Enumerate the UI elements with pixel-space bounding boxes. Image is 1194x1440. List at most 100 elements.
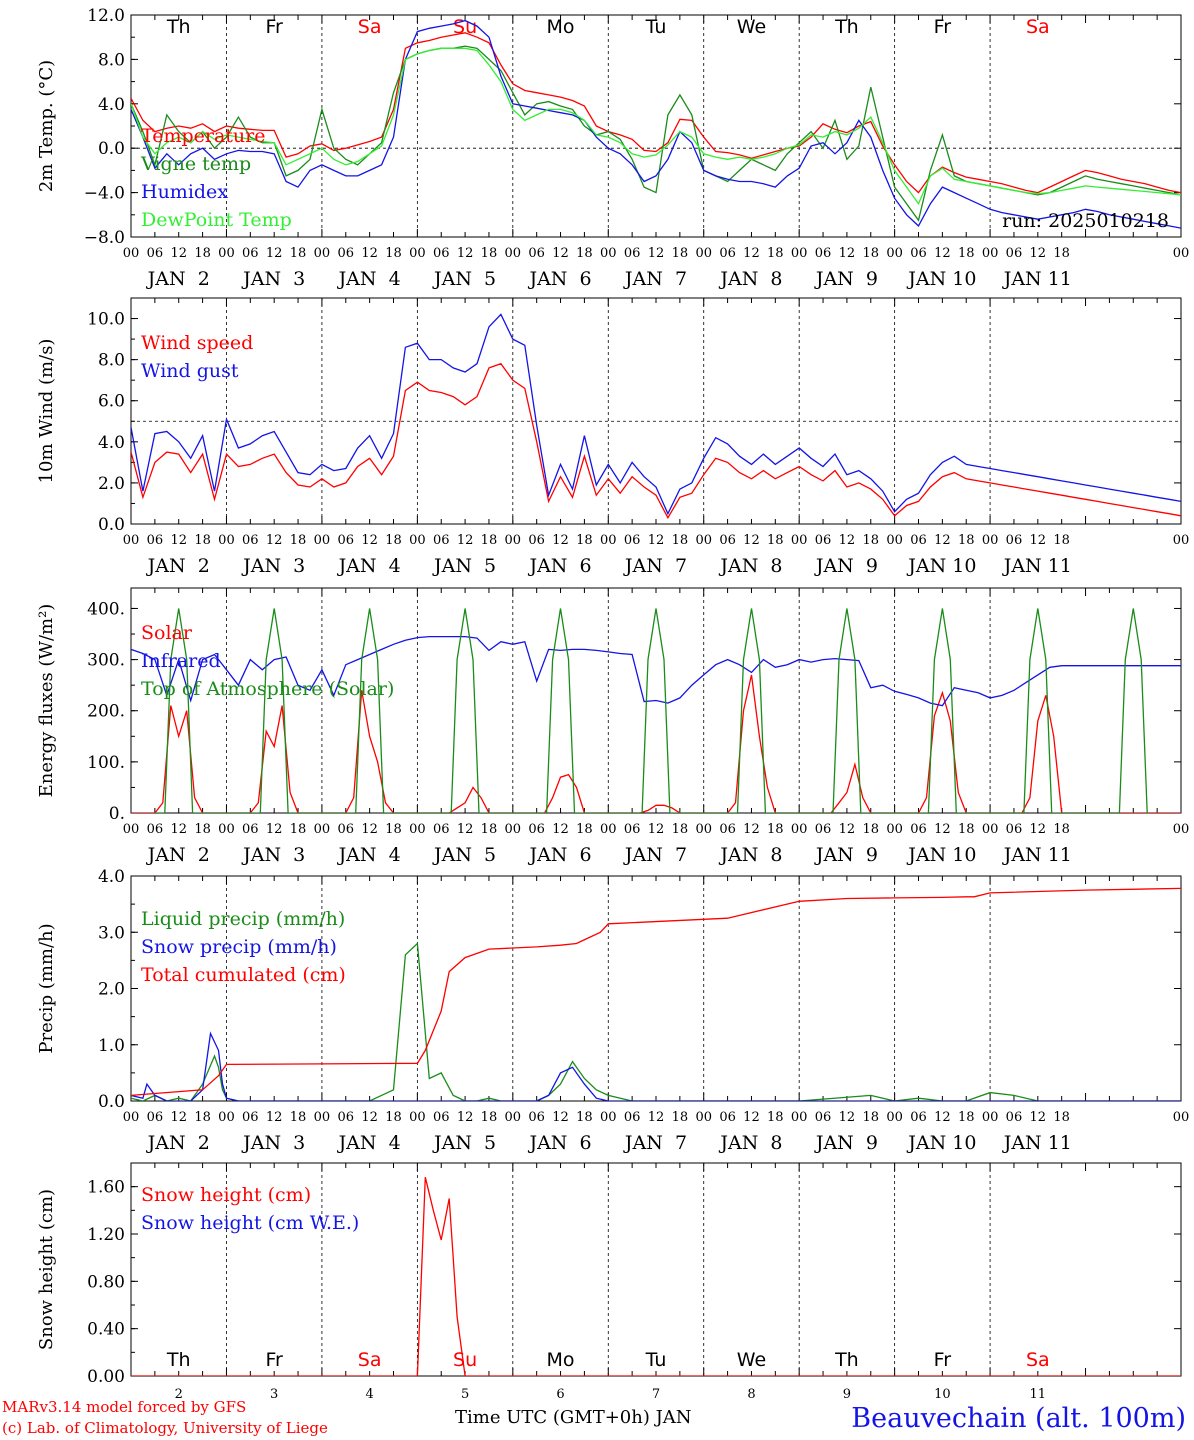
legend-entry: Infrared xyxy=(141,650,221,672)
date-label: JAN 3 xyxy=(241,555,305,577)
weekday-label: Sa xyxy=(1026,1349,1050,1371)
hour-label: 06 xyxy=(337,246,354,261)
hour-label: 12 xyxy=(170,822,187,837)
y-tick-label: 400. xyxy=(87,599,125,619)
series-line-temperature xyxy=(131,32,1181,194)
hour-label: 06 xyxy=(910,822,927,837)
hour-label: 00 xyxy=(505,533,522,548)
date-label: JAN 5 xyxy=(432,268,496,290)
date-label: JAN 8 xyxy=(718,1132,782,1154)
y-axis-label: 10m Wind (m/s) xyxy=(36,339,57,484)
hour-label: 12 xyxy=(361,1110,378,1125)
y-tick-label: 0.40 xyxy=(87,1320,125,1340)
hour-label: 12 xyxy=(552,246,569,261)
date-label: JAN 10 xyxy=(906,1132,976,1154)
hour-label: 12 xyxy=(170,246,187,261)
hour-label: 12 xyxy=(1030,822,1047,837)
date-label: JAN 6 xyxy=(527,844,591,866)
hour-label: 18 xyxy=(290,822,307,837)
station-label: Beauvechain (alt. 100m) xyxy=(851,1403,1186,1434)
hour-label: 00 xyxy=(600,1110,617,1125)
y-tick-label: 100. xyxy=(87,753,125,773)
date-label: JAN 8 xyxy=(718,268,782,290)
date-label: JAN 9 xyxy=(814,268,878,290)
date-label: JAN 7 xyxy=(623,268,687,290)
hour-label: 06 xyxy=(528,1110,545,1125)
hour-label: 18 xyxy=(1053,822,1070,837)
hour-label: 00 xyxy=(123,533,140,548)
hour-label: 00 xyxy=(791,533,808,548)
hour-label: 06 xyxy=(337,533,354,548)
date-label: JAN 11 xyxy=(1002,268,1072,290)
date-label: JAN 6 xyxy=(527,1132,591,1154)
hour-label: 18 xyxy=(194,822,211,837)
panel-4: 4.0 3.0 2.0 1.0 0.0 Precip (mm/h) 00 06 12 18 JAN … xyxy=(36,867,1189,1154)
hour-label: 06 xyxy=(624,1110,641,1125)
y-axis-label: Precip (mm/h) xyxy=(36,923,57,1053)
date-label: JAN 9 xyxy=(814,844,878,866)
y-tick-label: 0.80 xyxy=(87,1272,125,1292)
series-line-solar xyxy=(131,674,1181,813)
hour-label: 00 xyxy=(123,822,140,837)
y-tick-label: 0.00 xyxy=(87,1367,125,1387)
date-label: JAN 4 xyxy=(337,844,401,866)
day-number-label: 7 xyxy=(652,1387,660,1402)
hour-label: 18 xyxy=(194,533,211,548)
y-tick-label: 1.20 xyxy=(87,1225,125,1245)
y-tick-label: 0. xyxy=(109,804,125,824)
hour-label: 06 xyxy=(147,246,164,261)
hour-label: 00 xyxy=(600,533,617,548)
hour-label: 00 xyxy=(409,533,426,548)
hour-label: 00 xyxy=(314,246,331,261)
hour-label: 00 xyxy=(218,533,235,548)
weekday-label: Fr xyxy=(934,16,952,38)
legend-entry: Top of Atmosphere (Solar) xyxy=(141,678,394,700)
hour-label: 06 xyxy=(624,533,641,548)
hour-label: 18 xyxy=(958,246,975,261)
weekday-label: Fr xyxy=(266,1349,284,1371)
hour-label: 00 xyxy=(886,533,903,548)
run-annotation: run: 2025010218 xyxy=(1002,210,1169,232)
hour-label: 18 xyxy=(385,822,402,837)
hour-label: 00 xyxy=(791,1110,808,1125)
lab-credit: (c) Lab. of Climatology, University of L… xyxy=(2,1419,328,1437)
hour-label: 18 xyxy=(481,533,498,548)
weekday-label: Th xyxy=(834,1349,859,1371)
legend-entry: Vigne temp xyxy=(140,153,251,175)
hour-label: 00 xyxy=(695,246,712,261)
y-tick-label: 6.0 xyxy=(98,392,125,412)
date-label: JAN 8 xyxy=(718,555,782,577)
series-line-liquid-precip-mm-h- xyxy=(131,942,1181,1101)
day-number-label: 6 xyxy=(556,1387,564,1402)
hour-label: 06 xyxy=(719,1110,736,1125)
plot-frame xyxy=(130,297,1182,525)
weekday-label: Fr xyxy=(934,1349,952,1371)
day-number-label: 11 xyxy=(1030,1387,1047,1402)
date-label: JAN 2 xyxy=(146,268,210,290)
hour-label: 00 xyxy=(982,533,999,548)
hour-label: 12 xyxy=(648,1110,665,1125)
hour-label: 18 xyxy=(958,1110,975,1125)
hour-label: 06 xyxy=(815,246,832,261)
hour-label: 00 xyxy=(1173,533,1190,548)
weekday-label: Mo xyxy=(547,1349,575,1371)
hour-label: 00 xyxy=(409,1110,426,1125)
hour-label: 06 xyxy=(815,822,832,837)
date-label: JAN 2 xyxy=(146,844,210,866)
panel-5: 1.60 1.20 0.80 0.40 0.00 Snow height (cm) 2 3 4 5… xyxy=(36,1162,1182,1402)
legend-entry: Humidex xyxy=(141,181,228,203)
date-label: JAN 10 xyxy=(906,268,976,290)
day-number-label: 5 xyxy=(461,1387,469,1402)
date-label: JAN 11 xyxy=(1002,844,1072,866)
series-line-vigne-temp xyxy=(131,45,1181,222)
series-line-total-cumulated-cm- xyxy=(131,887,1181,1097)
y-tick-label: −4.0 xyxy=(84,184,125,204)
weekday-label: Fr xyxy=(266,16,284,38)
hour-label: 18 xyxy=(576,533,593,548)
y-tick-label: 10.0 xyxy=(87,310,125,330)
hour-label: 18 xyxy=(290,1110,307,1125)
legend-entry: Snow precip (mm/h) xyxy=(141,936,337,958)
date-label: JAN 9 xyxy=(814,555,878,577)
y-tick-label: 4.0 xyxy=(98,95,125,115)
y-tick-label: 2.0 xyxy=(98,980,125,1000)
